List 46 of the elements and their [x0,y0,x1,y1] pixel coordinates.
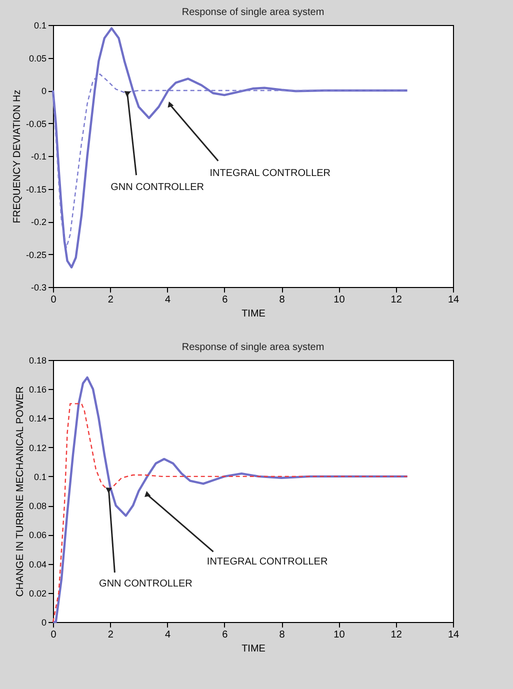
x-tick-label: 8 [279,294,286,306]
x-tick-label: 0 [50,630,57,640]
y-tick-label: 0.16 [28,384,46,395]
y-tick-label: -0.2 [30,217,46,227]
y-axis-title: FREQUENCY DEVIATION Hz [12,90,23,224]
annotation: GNN CONTROLLER [110,182,204,194]
y-tick-label: 0.05 [28,53,46,64]
y-tick-label: 0.04 [28,559,46,570]
line-series [52,27,408,268]
y-tick-label: 0 [41,86,46,96]
x-tick-label: 4 [165,630,172,640]
x-axis-title: TIME [242,644,266,654]
x-tick-label: 12 [390,630,402,640]
x-tick-label: 2 [108,294,114,306]
y-tick-label: 0.02 [28,588,46,598]
chart-title: Response of single area system [182,342,324,353]
x-tick-label: 0 [50,294,57,306]
y-tick-label: -0.15 [26,184,46,194]
y-tick-label: 0.18 [28,356,46,366]
x-tick-label: 14 [448,294,460,306]
x-tick-label: 14 [448,630,460,640]
x-tick-label: 6 [222,294,228,306]
annotation: INTEGRAL CONTROLLER [206,556,328,568]
x-tick-label: 10 [334,630,346,640]
y-tick-label: 0.1 [34,472,46,482]
x-tick-label: 6 [222,630,228,640]
x-tick-label: 10 [334,294,346,306]
y-tick-label: 0.08 [28,501,46,512]
y-tick-label: -0.25 [26,250,46,260]
y-tick-label: -0.1 [30,152,46,162]
y-tick-label: 0 [41,618,46,628]
y-tick-label: 0.06 [28,530,46,540]
x-tick-label: 4 [165,294,172,306]
y-tick-label: 0.12 [28,442,46,453]
chart-title: Response of single area system [182,7,324,18]
x-tick-label: 12 [390,294,402,306]
y-tick-label: 0.14 [28,414,46,424]
x-axis-title: TIME [242,308,266,320]
y-tick-label: -0.3 [30,282,46,292]
annotation: GNN CONTROLLER [99,578,192,590]
y-tick-label: -0.05 [26,118,46,129]
x-tick-label: 8 [279,630,286,640]
y-tick-label: 0.1 [34,20,46,30]
y-axis-title: CHANGE IN TURBINE MECHANICAL POWER [14,386,26,597]
x-tick-label: 2 [108,630,114,640]
annotation: INTEGRAL CONTROLLER [210,168,331,179]
